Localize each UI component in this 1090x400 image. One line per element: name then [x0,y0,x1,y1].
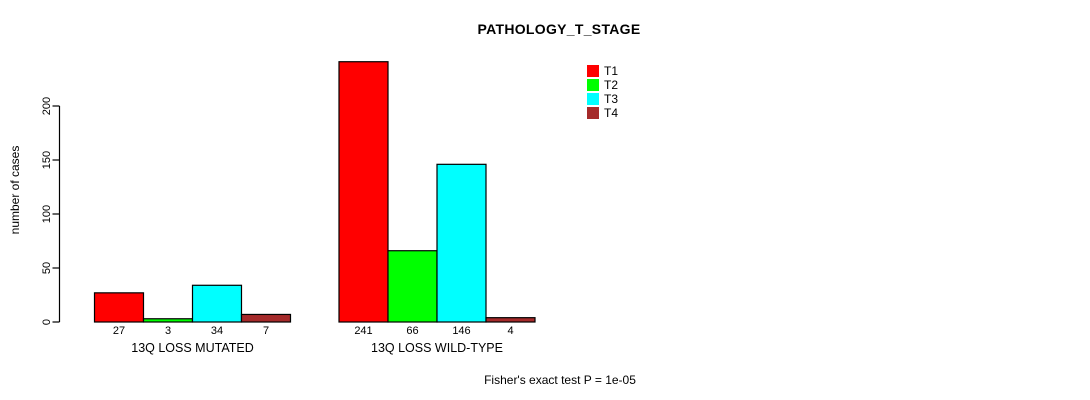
legend-swatch-t3 [587,93,599,105]
bar-value-label: 3 [165,325,171,337]
bar-value-label: 4 [507,325,513,337]
legend-label: T3 [604,92,619,106]
legend-swatch-t4 [587,107,599,119]
legend-swatch-t2 [587,79,599,91]
bar-t2-1 [142,318,194,323]
y-tick-label: 0 [41,319,53,325]
legend-label: T2 [604,78,619,92]
legend-item-t3: T3 [587,92,618,106]
legend: T1 T2 T3 T4 [587,64,618,120]
bar-t3-2 [436,163,487,323]
fisher-test-note: Fisher's exact test P = 1e-05 [484,373,636,387]
group-label: 13Q LOSS WILD-TYPE [371,341,503,355]
chart-title: PATHOLOGY_T_STAGE [477,21,641,37]
y-tick-label: 50 [41,262,53,274]
bar-value-label: 27 [113,325,125,337]
legend-label: T1 [604,64,619,78]
bar-value-label: 7 [263,325,269,337]
legend-label: T4 [604,106,619,120]
legend-item-t2: T2 [587,78,618,92]
y-tick-label: 100 [41,205,53,223]
group-label: 13Q LOSS MUTATED [131,341,253,355]
bar-t4-1 [240,313,292,323]
bar-value-label: 146 [452,325,470,337]
bar-t1-1 [93,292,145,323]
bar-value-label: 66 [406,325,418,337]
legend-item-t4: T4 [587,106,618,120]
bar-t1-2 [338,61,389,323]
bar-t4-2 [485,317,536,323]
bar-t2-2 [387,250,438,323]
bar-value-label: 34 [211,325,223,337]
legend-swatch-t1 [587,65,599,77]
legend-item-t1: T1 [587,64,618,78]
y-tick-label: 200 [41,97,53,115]
y-tick-label: 150 [41,151,53,169]
bar-value-label: 241 [354,325,372,337]
bar-t3-1 [191,284,243,323]
